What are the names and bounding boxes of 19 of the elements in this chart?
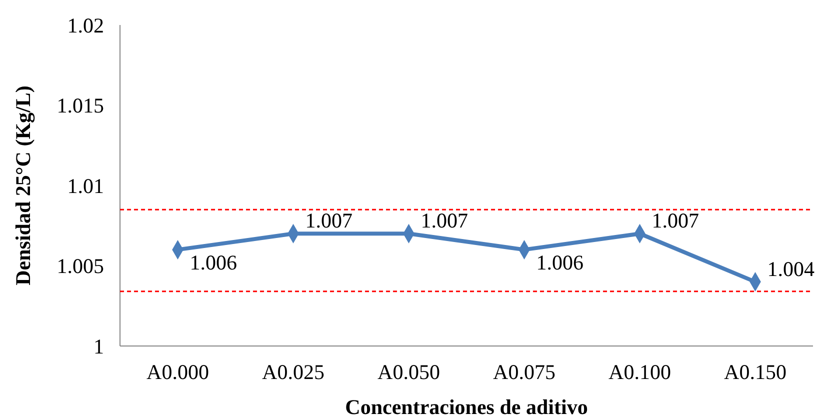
data-label: 1.004 (767, 256, 815, 281)
x-tick-label: A0.150 (724, 360, 786, 384)
x-tick-label: A0.000 (146, 360, 209, 384)
data-label: 1.006 (536, 250, 584, 275)
y-tick-label: 1.02 (67, 13, 104, 38)
x-tick-label: A0.075 (493, 360, 556, 384)
x-tick-label: A0.050 (378, 360, 440, 384)
x-axis-title: Concentraciones de aditivo (345, 395, 588, 419)
data-label: 1.007 (420, 208, 468, 233)
y-tick-label: 1.005 (56, 254, 104, 278)
y-axis-title: Densidad 25°C (Kg/L) (11, 86, 35, 286)
data-label: 1.006 (190, 250, 237, 275)
y-tick-label: 1 (94, 334, 104, 358)
x-tick-label: A0.025 (262, 360, 324, 384)
data-label: 1.007 (305, 208, 352, 233)
x-tick-label: A0.100 (608, 360, 671, 384)
data-label: 1.007 (652, 208, 699, 233)
y-tick-label: 1.015 (56, 94, 104, 118)
y-tick-label: 1.01 (67, 174, 104, 198)
